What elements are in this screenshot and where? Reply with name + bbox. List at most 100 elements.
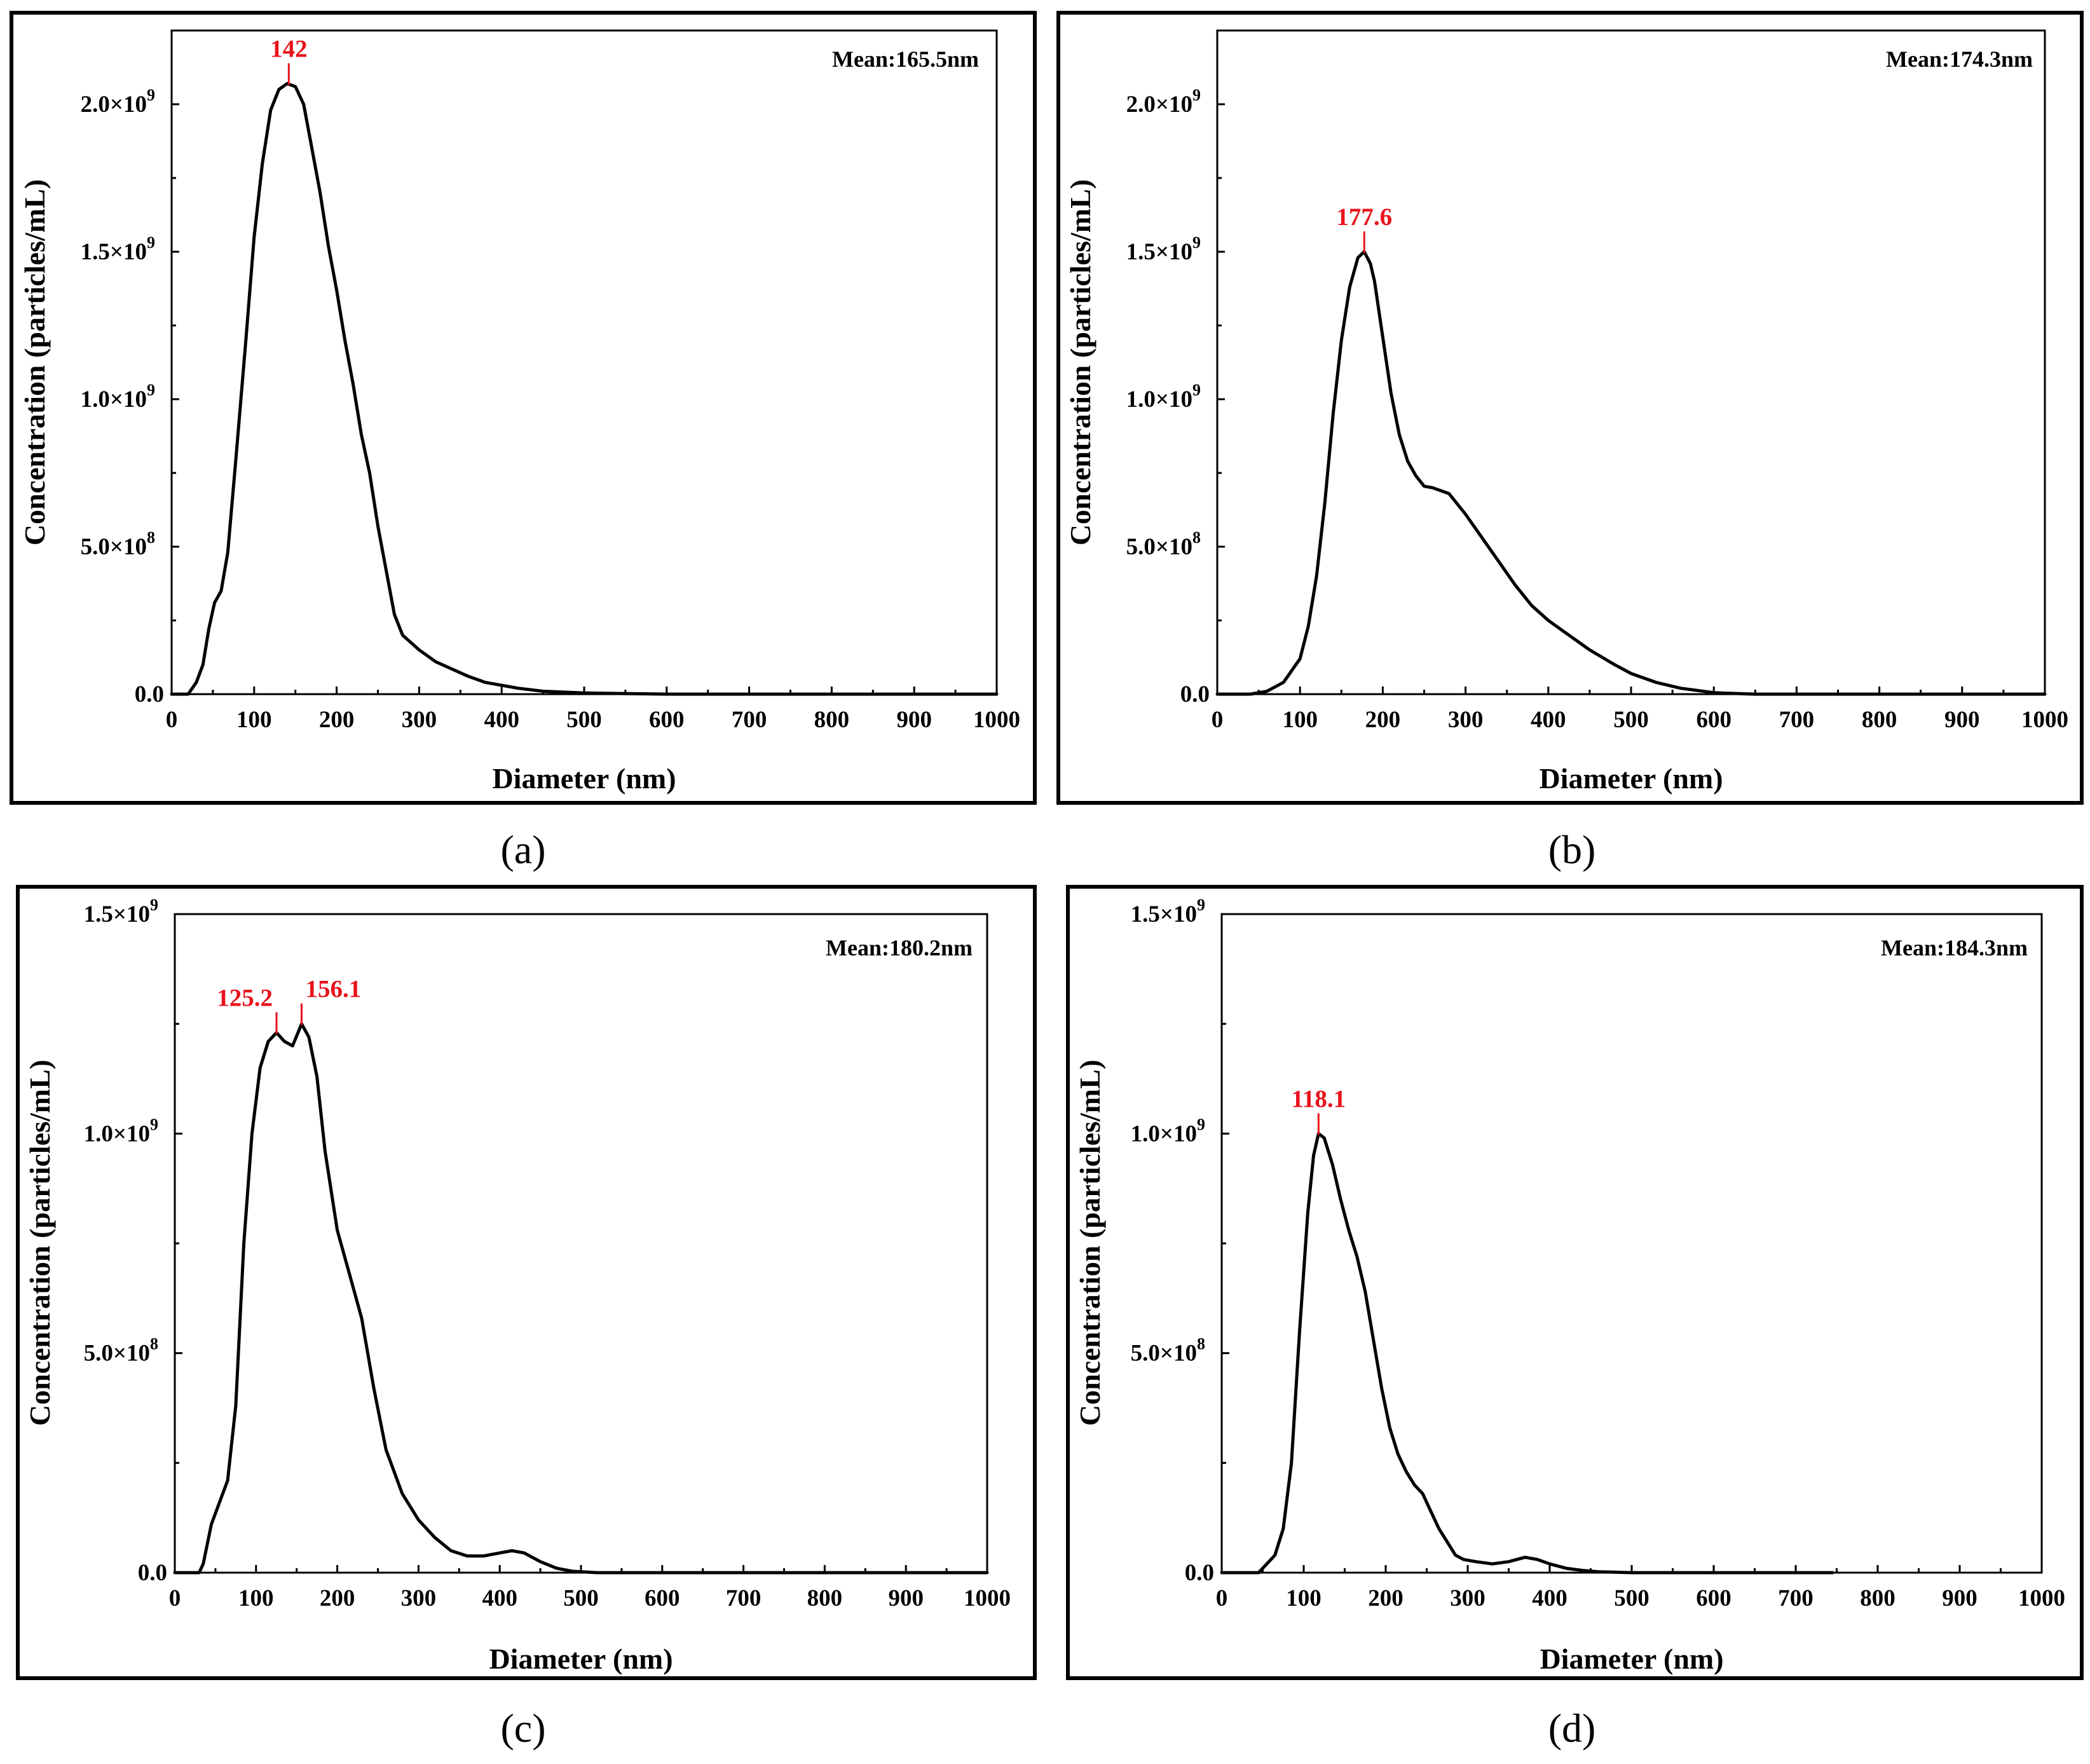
x-tick-label: 400 [1531,707,1566,733]
y-axis: 0.0 5.0×108 1.0×109 1.5×109 [84,896,182,1586]
y-axis: 0.0 5.0×108 1.0×109 1.5×109 2.0×109 [81,86,179,708]
panel-frame [10,11,1037,805]
x-tick-label: 400 [482,1585,517,1611]
panel-frame [1066,885,2084,1680]
x-tick-label: 200 [1365,707,1401,733]
x-tick-label: 300 [402,707,437,733]
x-tick-label: 0 [169,1585,181,1611]
x-tick-label: 400 [484,707,519,733]
peak-annotations: 142 [270,36,308,85]
y-axis: 0.0 5.0×108 1.0×109 1.5×109 2.0×109 [1126,86,1225,708]
x-axis: 0 100 200 300 400 500 600 700 800 900 1000 [1216,1565,2065,1611]
peak-label: 125.2 [217,984,273,1011]
plot-area [1216,29,2046,695]
x-tick-label: 600 [649,707,685,733]
x-tick-label: 800 [1862,707,1897,733]
y-axis: 0.0 5.0×108 1.0×109 1.5×109 [1131,896,1229,1586]
mean-label: Mean:174.3nm [1886,46,2033,72]
x-tick-label: 900 [1944,707,1980,733]
x-tick-label: 300 [1448,707,1484,733]
x-axis-title: Diameter (nm) [1540,1643,1723,1675]
y-tick-exponent: 8 [147,528,155,547]
x-tick-label: 500 [563,1585,599,1611]
x-tick-label: 800 [807,1585,843,1611]
x-tick-label: 0 [1216,1585,1228,1611]
y-tick-label: 1.5×109 [81,233,155,265]
y-tick-label: 0.0 [135,681,164,708]
y-tick-label: 5.0×108 [1126,528,1201,560]
x-tick-label: 100 [238,1585,274,1611]
x-tick-label: 100 [1282,707,1318,733]
x-tick-label: 100 [1286,1585,1322,1611]
y-tick-exponent: 8 [150,1335,158,1353]
size-distribution-curve [170,82,999,696]
peak-label: 142 [270,36,308,63]
x-tick-label: 1000 [973,707,1020,733]
y-tick-exponent: 9 [150,1115,158,1133]
panel-label: (c) [500,1706,545,1751]
y-axis-title: Concentration (particles/mL) [1064,179,1096,545]
x-tick-label: 1000 [2021,707,2068,733]
x-axis: 0 100 200 300 400 500 600 700 800 900 1000 [1212,687,2068,733]
x-tick-label: 600 [645,1585,680,1611]
panel-b: 0 100 200 300 400 500 600 700 800 900 1000 0.0 5.0×… [1056,11,2084,872]
y-tick-exponent: 8 [1192,528,1201,547]
x-tick-label: 500 [1614,1585,1649,1611]
x-tick-label: 300 [1450,1585,1486,1611]
size-distribution-curve [1215,250,2047,696]
y-tick-label: 0.0 [1185,1560,1214,1586]
panel-frame [1056,11,2084,805]
x-tick-label: 400 [1532,1585,1568,1611]
peak-annotations: 177.6 [1336,203,1392,253]
y-tick-exponent: 9 [147,381,155,399]
panel-d: 0 100 200 300 400 500 600 700 800 900 1000 0.0 5.0×… [1066,885,2084,1751]
y-tick-label: 5.0×108 [84,1335,158,1367]
x-tick-label: 0 [1212,707,1224,733]
x-tick-label: 200 [319,707,355,733]
y-tick-exponent: 9 [147,86,155,104]
size-distribution-curve [173,1022,989,1575]
y-tick-exponent: 9 [1192,86,1201,104]
x-tick-label: 700 [732,707,767,733]
x-axis-title: Diameter (nm) [489,1643,673,1675]
peak-label: 177.6 [1336,203,1392,231]
y-tick-label: 2.0×109 [81,86,155,118]
y-axis-title: Concentration (particles/mL) [1074,1060,1106,1426]
x-tick-label: 600 [1696,1585,1731,1611]
y-tick-exponent: 9 [1192,381,1201,399]
x-tick-label: 200 [1368,1585,1404,1611]
x-tick-label: 900 [888,1585,924,1611]
x-axis-title: Diameter (nm) [492,762,676,795]
mean-label: Mean:165.5nm [832,46,979,72]
x-tick-label: 0 [166,707,178,733]
x-tick-label: 1000 [964,1585,1011,1611]
y-tick-label: 1.0×109 [81,381,155,413]
x-axis-title: Diameter (nm) [1539,762,1723,795]
y-tick-exponent: 9 [147,233,155,252]
x-tick-label: 700 [1779,707,1815,733]
y-tick-label: 1.0×109 [1131,1115,1205,1147]
size-distribution-curve [1220,1132,1834,1575]
x-tick-label: 200 [320,1585,355,1611]
x-tick-label: 500 [566,707,602,733]
x-tick-label: 100 [236,707,272,733]
y-tick-label: 5.0×108 [1131,1335,1205,1367]
y-tick-label: 1.0×109 [1126,381,1201,413]
y-tick-label: 0.0 [1180,681,1210,708]
panel-label: (b) [1548,827,1596,872]
y-tick-label: 1.5×109 [84,896,158,927]
y-tick-exponent: 9 [1197,1115,1205,1133]
panel-frame [16,885,1037,1680]
peak-annotations: 118.1 [1292,1085,1346,1135]
y-tick-label: 1.5×109 [1131,896,1205,927]
y-tick-exponent: 8 [1197,1335,1205,1353]
x-tick-label: 300 [401,1585,437,1611]
x-tick-label: 1000 [2018,1585,2065,1611]
x-axis: 0 100 200 300 400 500 600 700 800 900 1000 [169,1565,1011,1611]
panel-label: (a) [500,827,545,872]
mean-label: Mean:180.2nm [826,935,973,961]
x-tick-label: 600 [1696,707,1731,733]
y-tick-label: 1.0×109 [84,1115,158,1147]
y-tick-label: 2.0×109 [1126,86,1201,118]
